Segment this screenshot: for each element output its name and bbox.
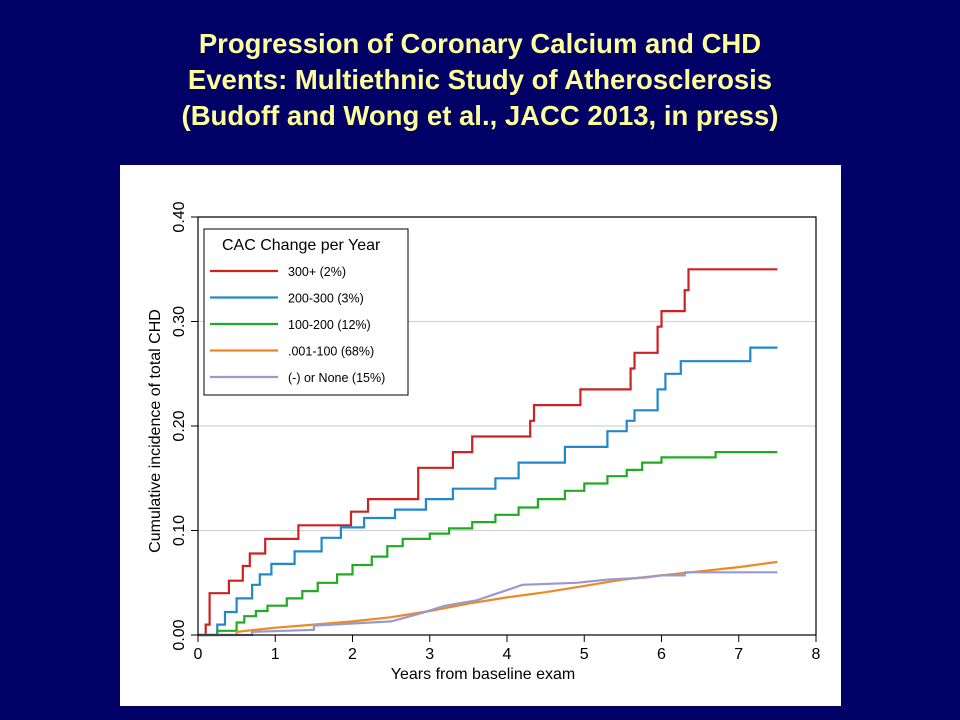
legend: CAC Change per Year 300+ (2%) 200-300 (3%… [203, 228, 409, 396]
x-tick-label-1: 1 [271, 646, 280, 663]
y-tick-label-4: 0.40 [171, 201, 188, 232]
x-tick-label-4: 4 [503, 646, 512, 663]
title-line-2: Events: Multiethnic Study of Atheroscler… [187, 64, 773, 95]
legend-label-0: 300+ (2%) [288, 265, 346, 279]
legend-label-3: .001-100 (68%) [288, 345, 374, 359]
x-tick-label-2: 2 [348, 646, 357, 663]
x-tick-label-7: 7 [734, 646, 743, 663]
series-line-3 [198, 560, 778, 637]
x-tick-label-3: 3 [425, 646, 434, 663]
y-tick-label-2: 0.20 [171, 410, 188, 441]
y-tick-label-0: 0.00 [171, 619, 188, 650]
series-lines [198, 268, 778, 637]
series-line-4 [198, 571, 778, 637]
legend-label-2: 100-200 (12%) [288, 318, 371, 332]
y-axis-label: Cumulative incidence of total CHD [147, 309, 164, 553]
y-tick-label-3: 0.30 [171, 306, 188, 337]
legend-box [203, 228, 409, 396]
slide-title: Progression of Coronary Calcium and CHD … [40, 26, 920, 134]
chart-panel: 0 1 2 3 4 5 6 7 8 0.00 0.10 0.20 0.30 0.40 Years fro… [120, 165, 841, 706]
x-tick-label-6: 6 [657, 646, 666, 663]
legend-items: 300+ (2%) 200-300 (3%) 100-200 (12%) .001-1… [210, 265, 385, 385]
title-line-1: Progression of Coronary Calcium and CHD [198, 28, 762, 59]
y-tick-label-1: 0.10 [171, 515, 188, 546]
series-line-0 [198, 268, 778, 637]
x-axis-label: Years from baseline exam [391, 666, 575, 683]
title-line-3: (Budoff and Wong et al., JACC 2013, in p… [181, 100, 779, 131]
cumulative-incidence-chart: 0 1 2 3 4 5 6 7 8 0.00 0.10 0.20 0.30 0.40 Years fro… [147, 201, 821, 683]
legend-title: CAC Change per Year [222, 237, 381, 254]
legend-label-1: 200-300 (3%) [288, 292, 364, 306]
x-tick-label-0: 0 [194, 646, 203, 663]
x-tick-label-8: 8 [812, 646, 821, 663]
series-line-2 [198, 451, 778, 637]
x-tick-label-5: 5 [580, 646, 589, 663]
y-axis-ticks: 0.00 0.10 0.20 0.30 0.40 [171, 201, 198, 651]
legend-label-4: (-) or None (15%) [288, 371, 385, 385]
series-line-1 [198, 346, 778, 637]
x-axis-ticks: 0 1 2 3 4 5 6 7 8 [194, 635, 821, 663]
